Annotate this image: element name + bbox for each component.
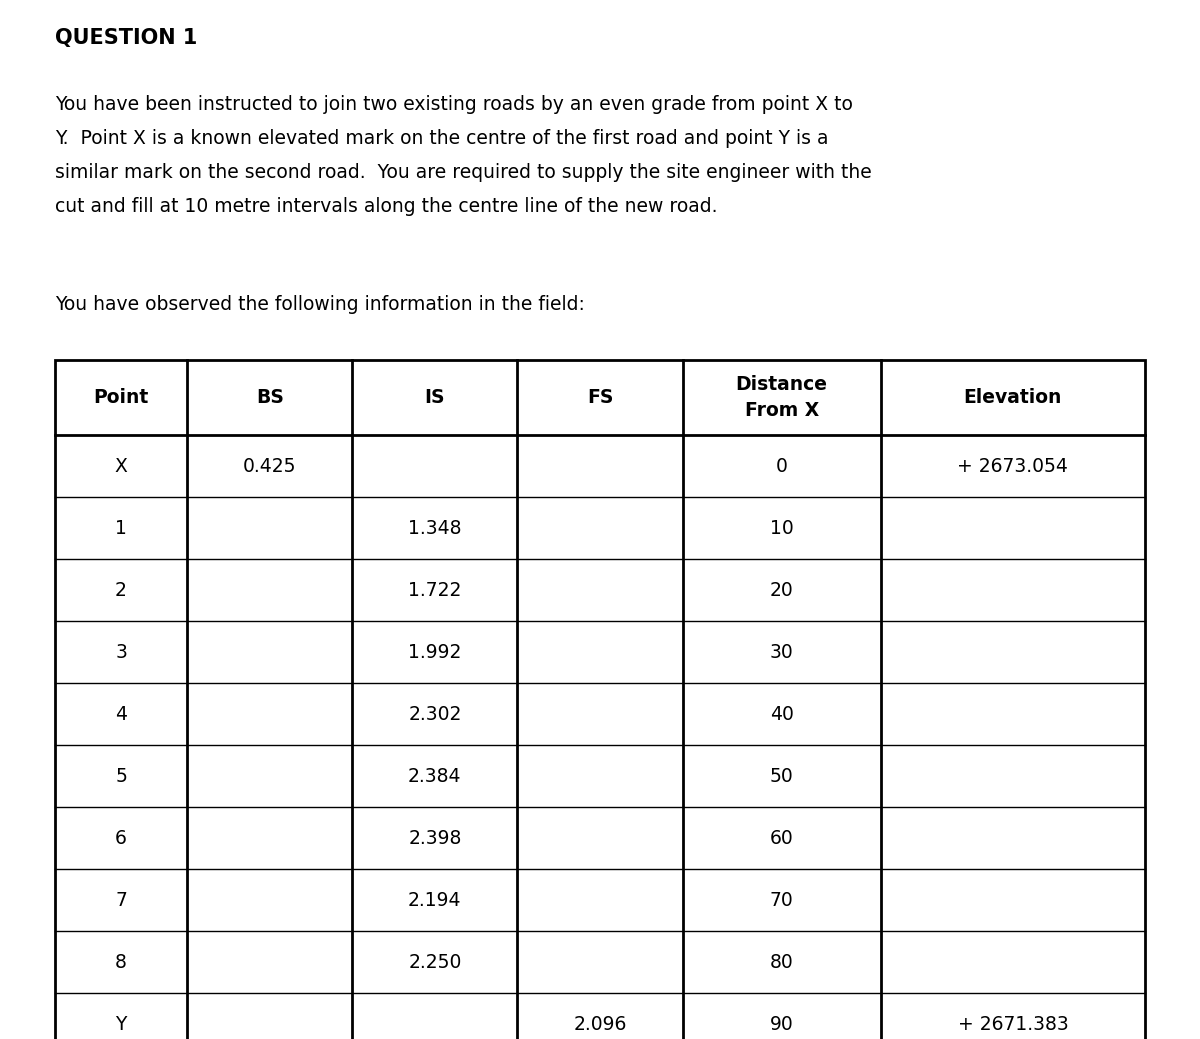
Text: 70: 70 (769, 890, 793, 909)
Text: 4: 4 (115, 704, 127, 723)
Text: Elevation: Elevation (964, 388, 1062, 407)
Text: similar mark on the second road.  You are required to supply the site engineer w: similar mark on the second road. You are… (55, 163, 871, 182)
Text: Y.  Point X is a known elevated mark on the centre of the first road and point Y: Y. Point X is a known elevated mark on t… (55, 129, 828, 148)
Text: + 2671.383: + 2671.383 (958, 1014, 1068, 1034)
Text: 1: 1 (115, 518, 127, 537)
Text: + 2673.054: + 2673.054 (958, 456, 1068, 476)
Text: 5: 5 (115, 767, 127, 785)
Text: 0: 0 (775, 456, 787, 476)
Text: QUESTION 1: QUESTION 1 (55, 28, 197, 48)
Text: FS: FS (587, 388, 613, 407)
Text: You have been instructed to join two existing roads by an even grade from point : You have been instructed to join two exi… (55, 95, 853, 114)
Text: 2: 2 (115, 581, 127, 600)
Text: 40: 40 (769, 704, 793, 723)
Text: 6: 6 (115, 828, 127, 848)
Text: 2.096: 2.096 (574, 1014, 626, 1034)
Text: Distance
From X: Distance From X (736, 375, 828, 420)
Text: 0.425: 0.425 (242, 456, 296, 476)
Text: BS: BS (256, 388, 283, 407)
Text: 1.348: 1.348 (408, 518, 462, 537)
Text: 60: 60 (769, 828, 793, 848)
Text: X: X (115, 456, 127, 476)
Text: 7: 7 (115, 890, 127, 909)
Text: 10: 10 (769, 518, 793, 537)
Text: cut and fill at 10 metre intervals along the centre line of the new road.: cut and fill at 10 metre intervals along… (55, 197, 718, 216)
Text: 50: 50 (769, 767, 793, 785)
Text: 1.992: 1.992 (408, 642, 462, 662)
Text: 1.722: 1.722 (408, 581, 462, 600)
Text: 2.302: 2.302 (408, 704, 462, 723)
Text: 8: 8 (115, 953, 127, 971)
Text: IS: IS (425, 388, 445, 407)
Text: 2.384: 2.384 (408, 767, 462, 785)
Text: Point: Point (94, 388, 149, 407)
Text: 3: 3 (115, 642, 127, 662)
Text: 2.250: 2.250 (408, 953, 462, 971)
Text: 30: 30 (769, 642, 793, 662)
Text: 2.398: 2.398 (408, 828, 462, 848)
Text: 90: 90 (769, 1014, 793, 1034)
Text: You have observed the following information in the field:: You have observed the following informat… (55, 295, 584, 314)
Text: Y: Y (115, 1014, 127, 1034)
Text: 80: 80 (769, 953, 793, 971)
Text: 2.194: 2.194 (408, 890, 462, 909)
Bar (55, 359, 1145, 1039)
Text: 20: 20 (769, 581, 793, 600)
